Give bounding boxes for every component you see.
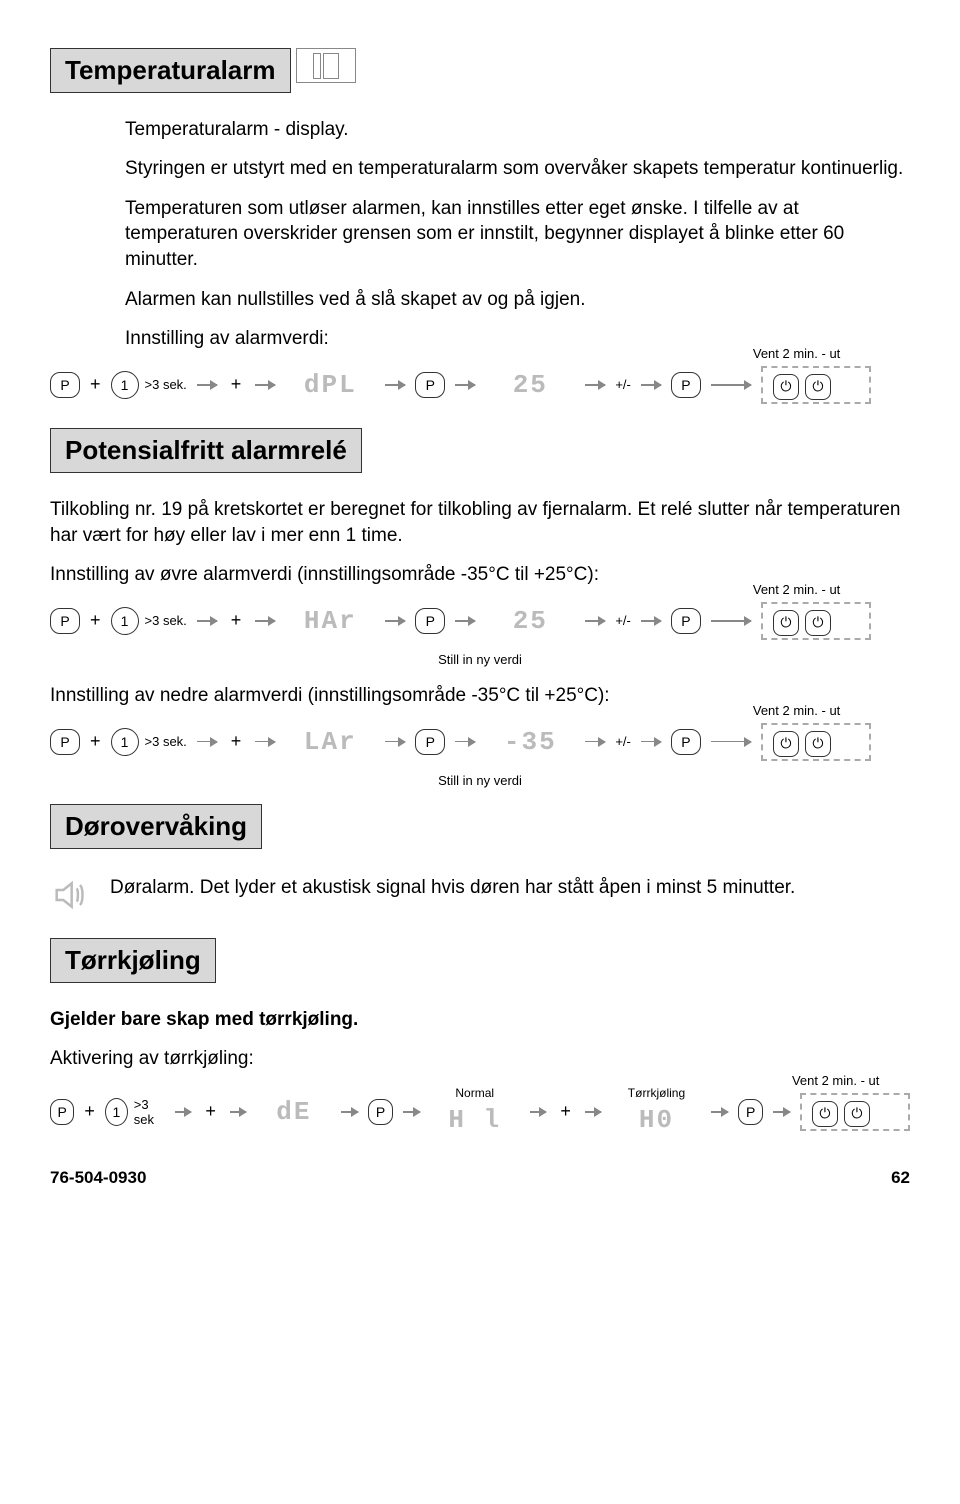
plus-sign: + — [86, 610, 105, 631]
p-button[interactable]: P — [368, 1099, 393, 1125]
flow-lower-alarm: P + 1 >3 sek. + LAr P -35 +/- P Vent 2 m… — [50, 723, 910, 761]
temp-alarm-para2: Temperaturen som utløser alarmen, kan in… — [125, 196, 910, 273]
gt3sek-label: >3 sek. — [145, 734, 187, 749]
wait-box: Vent 2 min. - ut ⏻ ⏻ — [800, 1093, 910, 1131]
display-neg35: -35 — [485, 724, 575, 760]
p-button[interactable]: P — [738, 1099, 763, 1125]
display-h0: H0 — [611, 1102, 701, 1138]
power-icon: ⏻ — [805, 731, 831, 757]
power-icon: ⏻ — [773, 374, 799, 400]
plusminus-label: +/- — [615, 734, 631, 749]
section-title-door: Dørovervåking — [50, 804, 262, 849]
gt3sek-label: >3 sek — [134, 1097, 165, 1127]
wait-box: Vent 2 min. - ut ⏻ ⏻ — [761, 366, 871, 404]
gt3sek-label: >3 sek. — [145, 377, 187, 392]
one-button[interactable]: 1 — [111, 371, 139, 399]
p-button[interactable]: P — [671, 372, 701, 398]
relay-para1: Tilkobling nr. 19 på kretskortet er bere… — [50, 497, 910, 548]
section-title-dry: Tørrkjøling — [50, 938, 216, 983]
display-har: HAr — [285, 603, 375, 639]
plus-sign: + — [227, 731, 246, 752]
one-button[interactable]: 1 — [111, 728, 139, 756]
door-para1: Døralarm. Det lyder et akustisk signal h… — [110, 875, 795, 901]
plus-sign: + — [86, 731, 105, 752]
one-button[interactable]: 1 — [111, 607, 139, 635]
p-button[interactable]: P — [50, 729, 80, 755]
p-button[interactable]: P — [50, 608, 80, 634]
plus-sign: + — [201, 1101, 220, 1122]
display-dpl: dPL — [285, 367, 375, 403]
temp-alarm-para3: Alarmen kan nullstilles ved å slå skapet… — [125, 287, 910, 313]
dry-bold-line: Gjelder bare skap med tørrkjøling. — [50, 1007, 910, 1033]
p-button[interactable]: P — [415, 372, 445, 398]
flow-dry-cooling: P + 1 >3 sek + dE P Normal H l + Tørrkjø… — [50, 1086, 910, 1138]
power-icon: ⏻ — [773, 731, 799, 757]
dry-activate-label: Aktivering av tørrkjøling: — [50, 1046, 910, 1072]
set-new-value-label: Still in ny verdi — [50, 652, 910, 667]
temp-alarm-para1: Styringen er utstyrt med en temperatural… — [125, 156, 910, 182]
display-h1: H l — [430, 1102, 520, 1138]
doc-number: 76-504-0930 — [50, 1168, 146, 1188]
plusminus-label: +/- — [615, 377, 631, 392]
one-button[interactable]: 1 — [105, 1098, 128, 1126]
plus-sign: + — [80, 1101, 99, 1122]
flow-upper-alarm: P + 1 >3 sek. + HAr P 25 +/- P Vent 2 mi… — [50, 602, 910, 640]
flow-alarm-value: P + 1 >3 sek. + dPL P 25 +/- P Vent 2 mi… — [50, 366, 910, 404]
power-icon: ⏻ — [805, 374, 831, 400]
display-blink-icon — [296, 48, 356, 83]
p-button[interactable]: P — [671, 608, 701, 634]
p-button[interactable]: P — [50, 372, 80, 398]
page-number: 62 — [891, 1168, 910, 1188]
gt3sek-label: >3 sek. — [145, 613, 187, 628]
p-button[interactable]: P — [671, 729, 701, 755]
display-25: 25 — [485, 367, 575, 403]
power-icon: ⏻ — [844, 1101, 870, 1127]
section-title-temperaturalarm: Temperaturalarm — [50, 48, 291, 93]
p-button[interactable]: P — [415, 608, 445, 634]
plus-sign: + — [556, 1101, 575, 1122]
p-button[interactable]: P — [415, 729, 445, 755]
plus-sign: + — [227, 374, 246, 395]
mode-normal-label: Normal — [455, 1086, 494, 1100]
wait-box: Vent 2 min. - ut ⏻ ⏻ — [761, 723, 871, 761]
temp-alarm-subtitle: Temperaturalarm - display. — [125, 117, 910, 143]
mode-dry-label: Tørrkjøling — [628, 1086, 685, 1100]
display-25: 25 — [485, 603, 575, 639]
power-icon: ⏻ — [812, 1101, 838, 1127]
plus-sign: + — [227, 610, 246, 631]
p-button[interactable]: P — [50, 1099, 74, 1125]
set-new-value-label: Still in ny verdi — [50, 773, 910, 788]
power-icon: ⏻ — [805, 610, 831, 636]
display-lar: LAr — [285, 724, 375, 760]
speaker-icon — [50, 875, 90, 920]
display-dc: dE — [256, 1094, 331, 1130]
power-icon: ⏻ — [773, 610, 799, 636]
plus-sign: + — [86, 374, 105, 395]
section-title-relay: Potensialfritt alarmrelé — [50, 428, 362, 473]
wait-box: Vent 2 min. - ut ⏻ ⏻ — [761, 602, 871, 640]
plusminus-label: +/- — [615, 613, 631, 628]
